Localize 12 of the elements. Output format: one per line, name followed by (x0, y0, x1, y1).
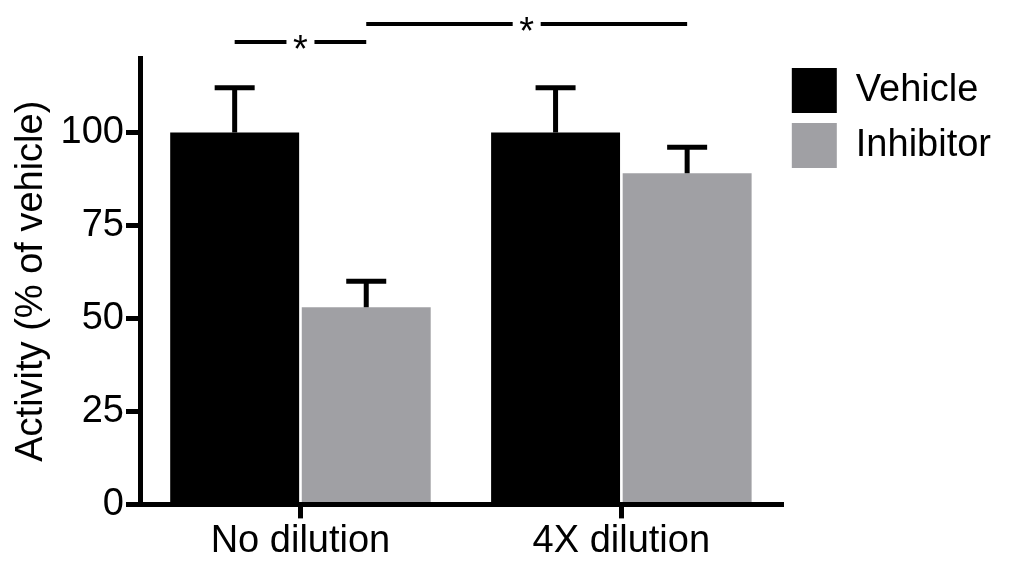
annotation: * (293, 28, 309, 70)
y-tick-label: 50 (81, 294, 124, 337)
y-tick-label: 75 (81, 201, 124, 244)
y-tick-label: 0 (102, 480, 124, 523)
y-tick-label: 100 (60, 108, 124, 151)
text: * (519, 10, 535, 52)
y-tick-label: 25 (81, 387, 124, 430)
legend-label: Inhibitor (855, 121, 992, 164)
y-axis-title: Activity (% of vehicle) (8, 100, 51, 462)
x-tick-label: No dilution (210, 517, 391, 560)
legend-label: Vehicle (855, 66, 979, 109)
x-tick-label: 4X dilution (532, 517, 711, 560)
